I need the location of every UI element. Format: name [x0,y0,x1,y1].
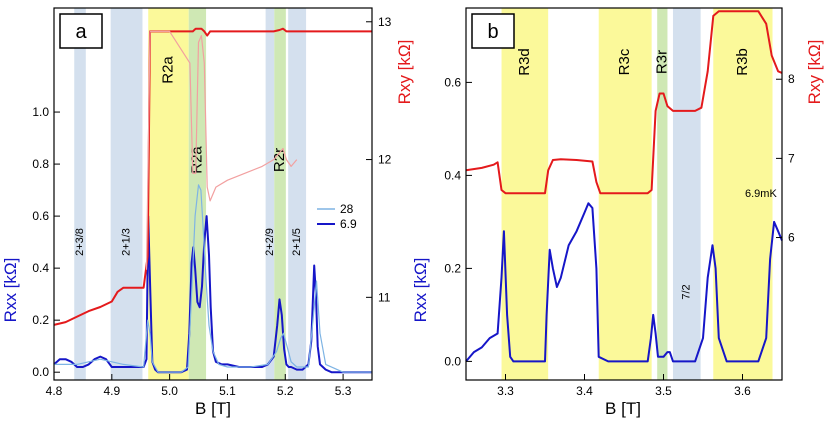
band-2-2-9 [265,8,275,380]
legend-label-28: 28 [340,202,354,216]
left-tick-label: 0.0 [32,365,49,379]
panel-b-ylabel-left: Rxx [kΩ] [411,258,430,323]
panel-b-label-box [471,13,515,49]
legend: 28 6.9 [317,202,357,231]
x-tick-label: 4.8 [46,384,63,398]
band-2-3-8 [74,8,86,380]
band-label-2-1-3: 2+1/3 [120,228,132,256]
band-r3r [657,8,668,380]
band-label-r3b: R3b [734,48,751,76]
right-tick-label: 12 [378,153,392,167]
x-tick-label: 3.6 [734,384,751,398]
band-r2r [274,8,286,380]
panel-a-label: a [75,21,87,43]
right-tick-label: 8 [788,72,795,86]
x-tick-label: 3.5 [655,384,672,398]
x-tick-label: 4.9 [103,384,120,398]
band-label-2-2-9: 2+2/9 [264,228,276,256]
x-tick-label: 5.0 [161,384,178,398]
right-tick-label: 6 [788,231,795,245]
band-7-2 [672,8,701,380]
panel-b-frame [465,7,783,381]
band-label-2-3-8: 2+3/8 [74,228,86,256]
right-tick-label: 11 [378,290,391,304]
panel-b-label: b [487,21,498,43]
panel-a-ylabel-left: Rxx [kΩ] [1,258,20,323]
series-rxy-6.9 [465,10,783,195]
left-tick-label: 0.4 [32,261,49,275]
left-tick-label: 0.4 [444,168,461,182]
panel-a-label-box [59,13,103,49]
panel-a-ylabel-right: Rxy [kΩ] [395,40,414,105]
band-2-1-3 [110,8,143,380]
temperature-annotation: 6.9mK [745,188,777,200]
legend-label-6.9: 6.9 [340,217,357,231]
right-tick-label: 13 [378,15,392,29]
panel-b: R3d R3c R3r 7/2 R3b 3.3 3.4 3.5 3.6 0.0 0.2 0.4 0.… [411,7,824,418]
band-2-1-5 [288,8,307,380]
band-label-r2a: R2a [159,56,176,84]
right-tick-label: 7 [788,151,795,165]
left-tick-label: 0.2 [444,261,461,275]
panel-a: 2+3/8 2+1/3 R2a R2ā 2+2/9 R2r 2+1/5 4.8 4.9 5.0 5… [1,7,414,418]
band-label-2-1-5: 2+1/5 [291,228,303,256]
x-tick-label: 3.4 [576,384,593,398]
panel-b-xlabel: B [T] [605,399,641,418]
band-label-r3d: R3d [516,48,533,76]
x-tick-label: 5.2 [277,384,294,398]
series-rxy-6.9 [53,27,372,326]
panel-a-xlabel: B [T] [195,399,231,418]
x-tick-label: 5.1 [219,384,236,398]
left-tick-label: 1.0 [32,105,49,119]
panel-a-frame [53,7,373,381]
band-label-r3c: R3c [616,48,633,75]
panel-b-ylabel-right: Rxy [kΩ] [805,40,824,105]
x-tick-label: 3.3 [497,384,514,398]
left-tick-label: 0.0 [444,354,461,368]
x-tick-label: 5.3 [335,384,352,398]
left-tick-label: 0.2 [32,313,49,327]
band-label-r2: R2ā [188,146,205,174]
series-rxx-6.9 [465,202,783,363]
series-rxy-28 [145,30,298,270]
band-label-r3r: R3r [653,50,670,74]
left-tick-label: 0.8 [32,157,49,171]
left-tick-label: 0.6 [32,209,49,223]
band-r2a [148,8,189,380]
series-rxx-28 [54,184,372,373]
band-r3b [713,8,773,380]
left-tick-label: 0.6 [444,75,461,89]
band-label-r2r: R2r [271,148,288,172]
band-label-7-2: 7/2 [681,284,693,299]
